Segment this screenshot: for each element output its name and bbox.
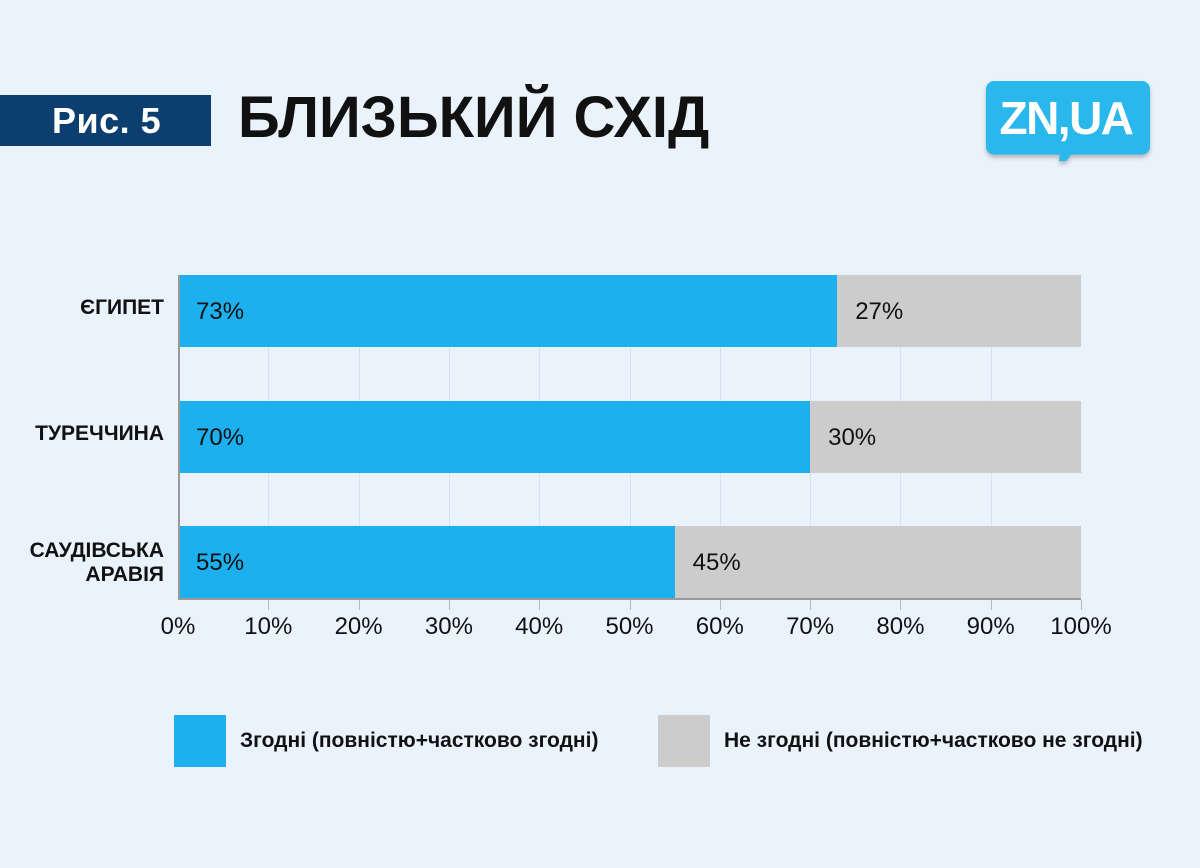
svg-text:ZN,UA: ZN,UA (999, 92, 1132, 144)
